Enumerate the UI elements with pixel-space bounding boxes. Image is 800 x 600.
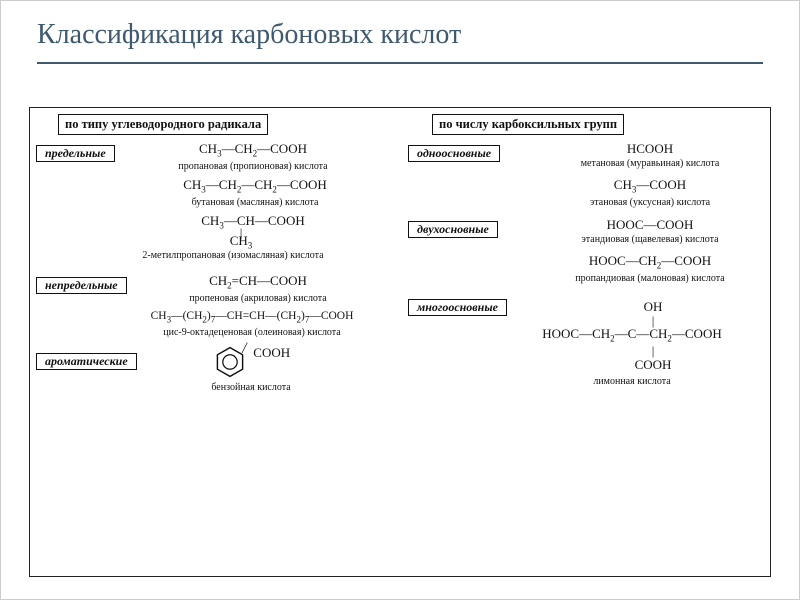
- title-block: Классификация карбоновых кислот: [1, 1, 799, 54]
- benzene-structure: ╱COOH: [166, 344, 336, 380]
- category-polybasic: многоосновные: [408, 299, 507, 316]
- caption: бутановая (масляная) кислота: [140, 197, 370, 208]
- right-column: по числу карбоксильных групп одноосновны…: [400, 108, 770, 576]
- caption: метановая (муравьиная) кислота: [550, 158, 750, 169]
- formula: CH3—(CH2)7—CH=CH—(CH2)7—COOH: [92, 310, 412, 325]
- category-unsaturated: непредельные: [36, 277, 127, 294]
- caption: цис-9-октадеценовая (олеиновая) кислота: [92, 327, 412, 338]
- left-heading: по типу углеводородного радикала: [58, 114, 268, 135]
- formula: CH3—CH2—COOH: [148, 142, 358, 159]
- formula: HOOC—CH2—COOH: [540, 254, 760, 271]
- caption: пропеновая (акриловая) кислота: [148, 293, 368, 304]
- category-monobasic: одноосновные: [408, 145, 500, 162]
- caption: пропановая (пропионовая) кислота: [148, 161, 358, 172]
- category-saturated: предельные: [36, 145, 115, 162]
- content-frame: по типу углеводородного радикала предель…: [29, 107, 771, 577]
- formula: HCOOH: [550, 142, 750, 156]
- caption: пропандиовая (малоновая) кислота: [540, 273, 760, 284]
- slide-title: Классификация карбоновых кислот: [37, 19, 763, 50]
- caption: лимонная кислота: [502, 376, 762, 387]
- formula: HOOC—COOH: [550, 218, 750, 232]
- caption: этановая (уксусная) кислота: [550, 197, 750, 208]
- title-rule: [37, 62, 763, 64]
- caption: 2-метилпропановая (изомасляная) кислота: [108, 250, 358, 261]
- formula: ╱COOH: [248, 346, 290, 360]
- left-column: по типу углеводородного радикала предель…: [30, 108, 400, 576]
- branch: |CH3: [124, 229, 358, 248]
- formula: CH2=CH—COOH: [148, 274, 368, 291]
- category-aromatic: ароматические: [36, 353, 137, 370]
- caption: бензойная кислота: [166, 382, 336, 393]
- slide: Классификация карбоновых кислот по типу …: [0, 0, 800, 600]
- category-dibasic: двухосновные: [408, 221, 498, 238]
- citric-structure: OH | HOOC—CH2—C—CH2—COOH | COOH лимонная…: [502, 300, 762, 387]
- right-heading: по числу карбоксильных групп: [432, 114, 624, 135]
- formula: CH3—COOH: [550, 178, 750, 195]
- formula: CH3—CH2—CH2—COOH: [140, 178, 370, 195]
- caption: этандиовая (щавелевая) кислота: [550, 234, 750, 245]
